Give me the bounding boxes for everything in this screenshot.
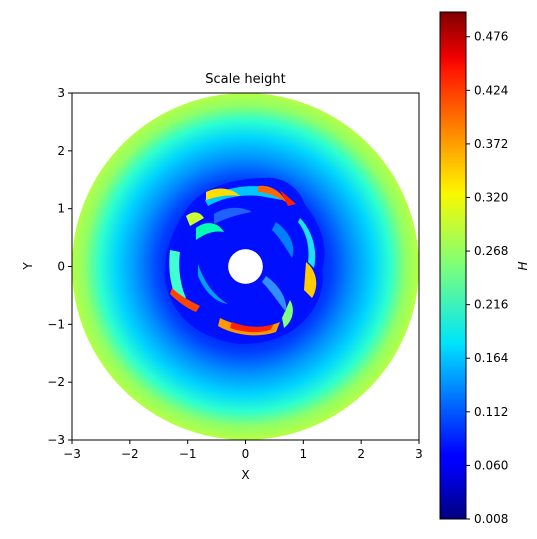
x-tick-label: −2: [121, 447, 139, 461]
colorbar-tick-label: 0.008: [474, 512, 508, 526]
y-tick-label: −2: [47, 375, 65, 389]
colorbar-tick-label: 0.372: [474, 137, 508, 151]
colorbar: [439, 11, 467, 520]
y-tick-label: 2: [57, 144, 65, 158]
x-tick-label: −3: [63, 447, 81, 461]
colorbar-tick-label: 0.476: [474, 30, 508, 44]
colorbar-tick-label: 0.268: [474, 244, 508, 258]
colorbar-tick-label: 0.164: [474, 351, 508, 365]
chart-title: Scale height: [205, 72, 286, 87]
y-tick-label: 3: [57, 86, 65, 100]
turbulent-structure: [164, 177, 325, 344]
y-tick-label: −1: [47, 317, 65, 331]
x-tick-label: −1: [179, 447, 197, 461]
colorbar-tick-label: 0.112: [474, 405, 508, 419]
colorbar-tick-label: 0.060: [474, 458, 508, 472]
x-tick-label: 1: [300, 447, 308, 461]
colorbar-tick-label: 0.216: [474, 298, 508, 312]
colorbar-tick-label: 0.424: [474, 83, 508, 97]
colorbar-label: H: [516, 261, 530, 270]
x-tick-label: 3: [415, 447, 423, 461]
colorbar-tick-label: 0.320: [474, 190, 508, 204]
y-tick-label: 0: [57, 260, 65, 274]
y-axis-label: Y: [21, 262, 35, 271]
y-tick-label: 1: [57, 202, 65, 216]
x-axis-label: X: [241, 468, 249, 482]
x-tick-label: 2: [357, 447, 365, 461]
x-tick-label: 0: [242, 447, 250, 461]
inner-hole: [228, 249, 263, 284]
y-tick-label: −3: [47, 433, 65, 447]
